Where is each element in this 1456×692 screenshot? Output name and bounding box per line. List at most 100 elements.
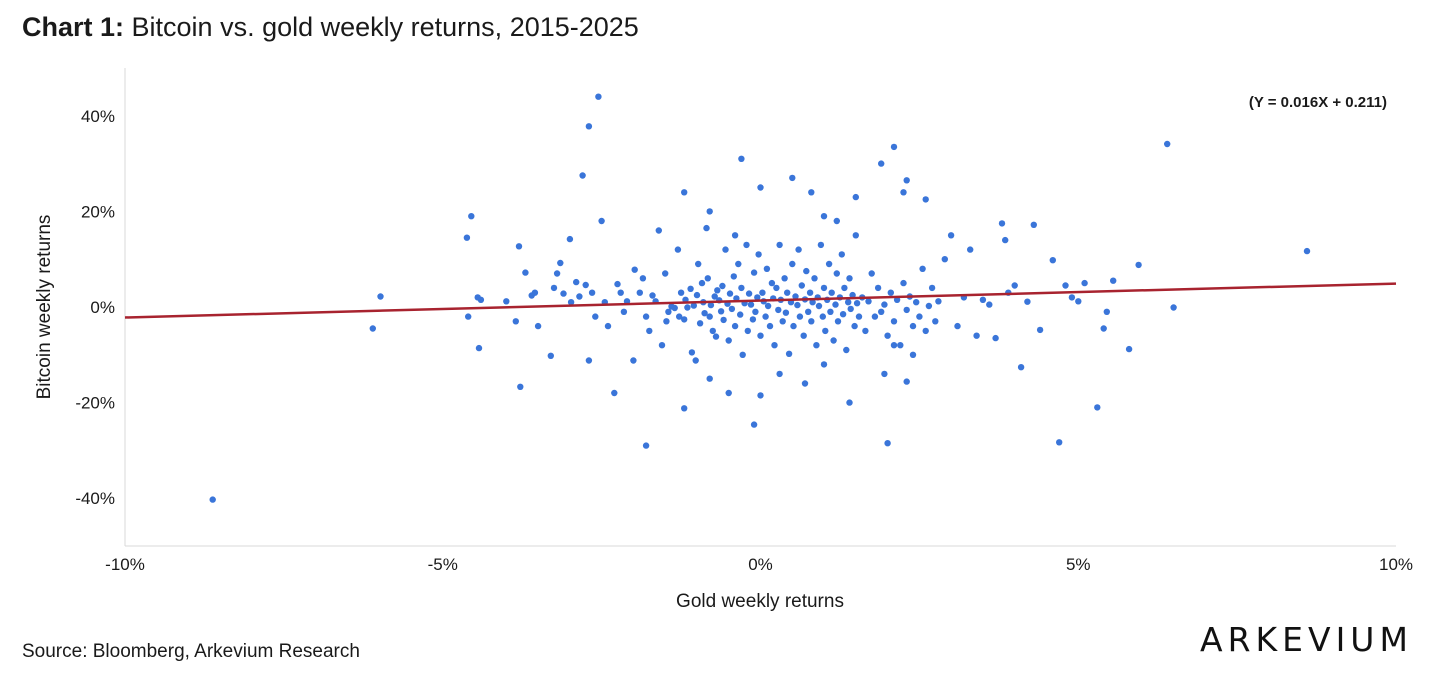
data-point (573, 278, 580, 286)
data-point (805, 308, 812, 315)
data-point (1017, 364, 1025, 371)
data-point (763, 265, 771, 272)
trendline-equation: (Y = 0.016X + 0.211) (1249, 94, 1387, 111)
data-point (739, 351, 746, 358)
data-point (579, 172, 586, 179)
data-point (582, 281, 589, 289)
data-point (750, 269, 758, 276)
data-point (890, 143, 898, 151)
chart-title-text: Bitcoin vs. gold weekly returns, 2015-20… (131, 12, 639, 42)
data-point (576, 293, 583, 300)
data-point (747, 301, 755, 308)
data-point (655, 227, 662, 234)
data-point (820, 361, 828, 368)
data-point (1011, 282, 1018, 289)
data-point (890, 318, 898, 325)
data-point (1125, 345, 1133, 353)
data-point (789, 260, 796, 268)
y-tick-label: -20% (75, 394, 115, 413)
data-point (776, 370, 783, 378)
data-point (1062, 282, 1069, 289)
data-point (550, 284, 558, 292)
data-point (817, 241, 825, 249)
data-point (757, 332, 764, 339)
data-point (815, 302, 823, 310)
data-point (744, 327, 751, 335)
data-point (1068, 294, 1076, 301)
data-point (695, 260, 702, 268)
data-point (941, 256, 948, 263)
data-point (631, 266, 638, 273)
data-point (588, 289, 596, 296)
data-point (726, 290, 734, 297)
data-point (884, 332, 891, 339)
data-point (1100, 325, 1107, 332)
data-point (738, 155, 745, 162)
data-point (903, 177, 910, 184)
data-point (598, 217, 605, 225)
data-point (838, 251, 845, 258)
data-point (566, 235, 574, 243)
data-point (636, 289, 643, 296)
data-point (503, 298, 510, 305)
data-point (592, 313, 599, 320)
data-point (1103, 308, 1111, 315)
data-point (553, 270, 561, 277)
data-point (639, 275, 647, 282)
data-point (1002, 236, 1009, 244)
data-point (611, 389, 618, 397)
data-point (897, 342, 904, 349)
data-point (735, 260, 742, 268)
data-point (811, 275, 818, 282)
data-point (642, 442, 650, 449)
data-point (967, 246, 974, 253)
x-tick-label: -10% (105, 555, 145, 574)
scatter-points (209, 93, 1311, 503)
data-point (775, 306, 782, 314)
data-point (809, 299, 816, 306)
data-point (749, 316, 757, 323)
data-point (874, 284, 882, 292)
data-point (750, 421, 758, 428)
data-point (706, 208, 713, 215)
data-point (846, 275, 853, 282)
data-point (649, 292, 656, 299)
data-point (903, 306, 910, 314)
data-point (567, 299, 575, 306)
data-point (779, 318, 786, 325)
data-point (752, 308, 759, 315)
data-point (714, 287, 721, 294)
data-point (617, 289, 624, 296)
data-point (620, 308, 628, 315)
data-point (992, 334, 999, 342)
data-point (922, 327, 929, 335)
data-point (855, 313, 863, 320)
data-point (703, 224, 710, 232)
data-point (1049, 257, 1057, 264)
data-point (830, 337, 837, 344)
data-point (834, 318, 842, 325)
data-point (465, 313, 472, 320)
data-point (1135, 261, 1142, 269)
data-point (531, 289, 539, 296)
data-point (833, 217, 840, 225)
data-point (884, 440, 891, 447)
data-point (868, 270, 875, 277)
data-point (1036, 326, 1044, 334)
data-point (843, 346, 850, 354)
data-point (773, 284, 780, 292)
data-point (925, 302, 933, 310)
axes (124, 68, 1396, 547)
data-point (688, 349, 696, 356)
data-point (534, 322, 542, 330)
data-point (722, 246, 729, 253)
data-point (771, 342, 778, 349)
y-tick-label: 0% (90, 298, 115, 317)
data-point (725, 389, 732, 397)
data-point (614, 280, 621, 288)
data-point (720, 316, 727, 324)
data-point (707, 301, 715, 309)
data-point (986, 301, 993, 308)
data-point (560, 290, 567, 297)
data-point (646, 327, 653, 335)
